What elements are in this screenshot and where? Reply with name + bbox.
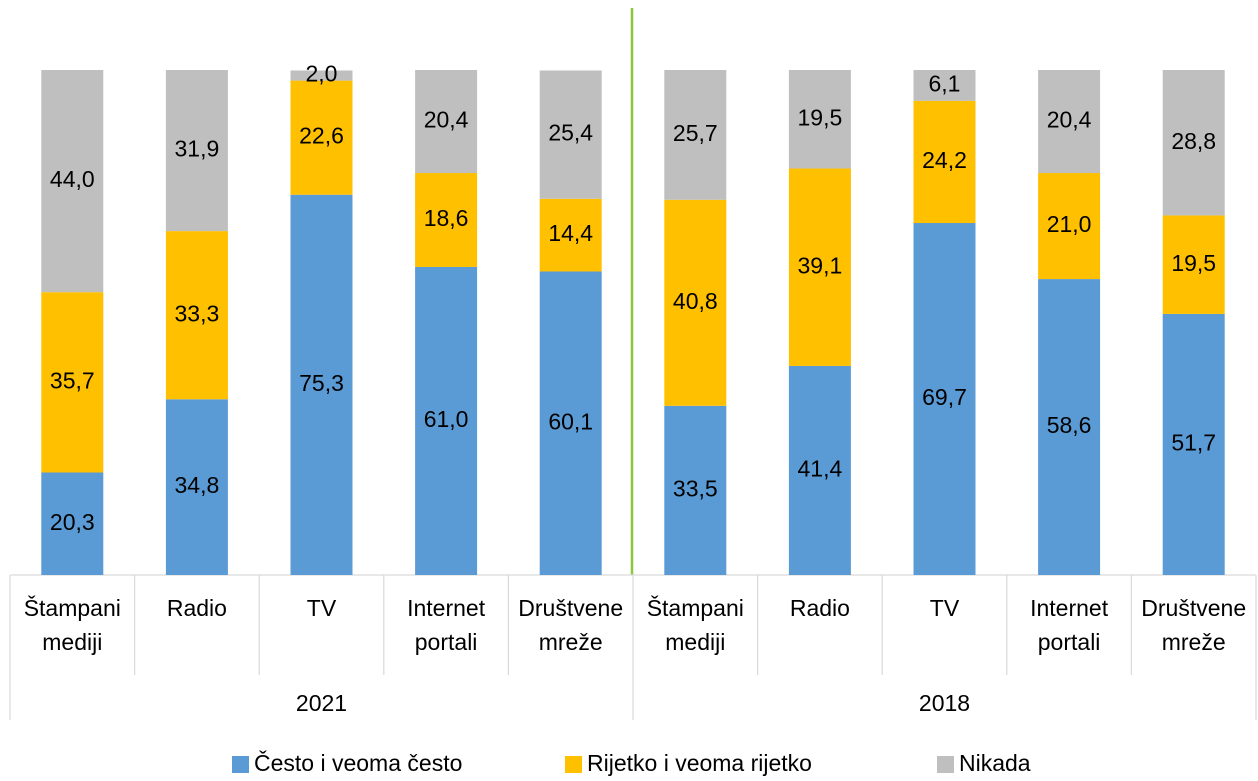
data-label: 34,8 [175, 472, 220, 498]
bar-segment [539, 198, 602, 272]
x-tick-label-line: Radio [167, 595, 227, 621]
bar-segment [290, 194, 353, 576]
x-tick-label: Internet portali [1030, 595, 1109, 655]
bar-segment [165, 399, 228, 575]
bar-segment [290, 80, 353, 195]
data-label: 25,4 [548, 120, 593, 146]
bar-segment [290, 70, 353, 81]
data-label: 75,3 [299, 370, 344, 396]
bar-segment [664, 70, 727, 200]
x-tick-label-line: Društvene [1141, 595, 1246, 621]
data-label: 31,9 [175, 136, 220, 162]
x-tick-label: Štampani mediji [647, 594, 744, 655]
data-label: 19,5 [798, 104, 843, 130]
x-tick-label: Društvene mreže [518, 595, 623, 655]
x-tick-label-line: Internet [407, 595, 486, 621]
x-tick-label-line: mediji [42, 629, 102, 655]
bar-segment [539, 70, 602, 199]
x-tick-label-line: Štampani [647, 594, 744, 621]
x-tick-label-line: portali [415, 629, 478, 655]
x-tick-label-line: Društvene [518, 595, 623, 621]
x-tick-label: TV [307, 595, 337, 621]
data-label: 33,3 [175, 300, 220, 326]
legend-label: Rijetko i veoma rijetko [587, 750, 812, 776]
bar-segment [41, 472, 104, 575]
data-label: 60,1 [548, 408, 593, 434]
x-tick-label-line: portali [1038, 629, 1101, 655]
data-label: 24,2 [922, 147, 967, 173]
legend-label: Nikada [959, 750, 1031, 776]
x-tick-label: TV [930, 595, 960, 621]
data-label: 22,6 [299, 123, 344, 149]
x-tick-label-line: TV [930, 595, 960, 621]
data-label: 35,7 [50, 367, 95, 393]
legend-swatch [937, 756, 954, 773]
group-label: 2018 [919, 690, 970, 716]
bar-segment [539, 271, 602, 575]
data-label: 20,3 [50, 509, 95, 535]
bar-segment [41, 292, 104, 473]
bar-segment [165, 70, 228, 232]
bar-segment [415, 70, 478, 174]
bar-segment [788, 70, 851, 169]
data-label: 69,7 [922, 384, 967, 410]
data-label: 18,6 [424, 205, 469, 231]
data-label: 51,7 [1171, 430, 1216, 456]
legend-swatch [565, 756, 582, 773]
bar-segment [1038, 173, 1101, 280]
data-label: 20,4 [1047, 107, 1092, 133]
x-tick-label-line: TV [307, 595, 337, 621]
x-tick-label-line: mreže [539, 629, 603, 655]
bar-segment [788, 365, 851, 575]
x-tick-label: Internet portali [407, 595, 486, 655]
bar-segment [913, 223, 976, 575]
data-label: 61,0 [424, 406, 469, 432]
data-label: 39,1 [798, 252, 843, 278]
data-label: 25,7 [673, 120, 718, 146]
x-tick-label-line: Štampani [24, 594, 121, 621]
data-label: 33,5 [673, 475, 718, 501]
bar-segment [1162, 70, 1225, 216]
data-label: 40,8 [673, 288, 718, 314]
data-label: 44,0 [50, 166, 95, 192]
bar-segment [664, 199, 727, 406]
data-label: 6,1 [929, 70, 961, 96]
group-label: 2021 [296, 690, 347, 716]
data-label: 28,8 [1171, 128, 1216, 154]
x-tick-label-line: Internet [1030, 595, 1109, 621]
data-label: 14,4 [548, 220, 593, 246]
bar-segment [415, 173, 478, 267]
x-tick-label-line: mediji [665, 629, 725, 655]
x-tick-label: Radio [167, 595, 227, 621]
bar-segment [1038, 279, 1101, 575]
x-tick-label: Društvene mreže [1141, 595, 1246, 655]
legend-swatch [232, 756, 249, 773]
data-label: 41,4 [798, 456, 843, 482]
data-label: 21,0 [1047, 211, 1092, 237]
bar-segment [788, 168, 851, 366]
data-label: 2,0 [306, 61, 338, 87]
bar-segment [664, 405, 727, 575]
x-tick-label: Štampani mediji [24, 594, 121, 655]
bar-segment [1038, 70, 1101, 174]
bar-segment [415, 266, 478, 575]
bar-segment [165, 231, 228, 400]
data-label: 20,4 [424, 107, 469, 133]
bar-segment [913, 100, 976, 224]
data-label: 58,6 [1047, 412, 1092, 438]
data-label: 19,5 [1171, 250, 1216, 276]
x-tick-label-line: Radio [790, 595, 850, 621]
bar-segment [1162, 215, 1225, 314]
bar-segment [913, 70, 976, 101]
bar-segment [41, 70, 104, 293]
x-tick-label-line: mreže [1162, 629, 1226, 655]
x-tick-label: Radio [790, 595, 850, 621]
legend-label: Često i veoma često [254, 749, 462, 776]
bar-segment [1162, 313, 1225, 575]
